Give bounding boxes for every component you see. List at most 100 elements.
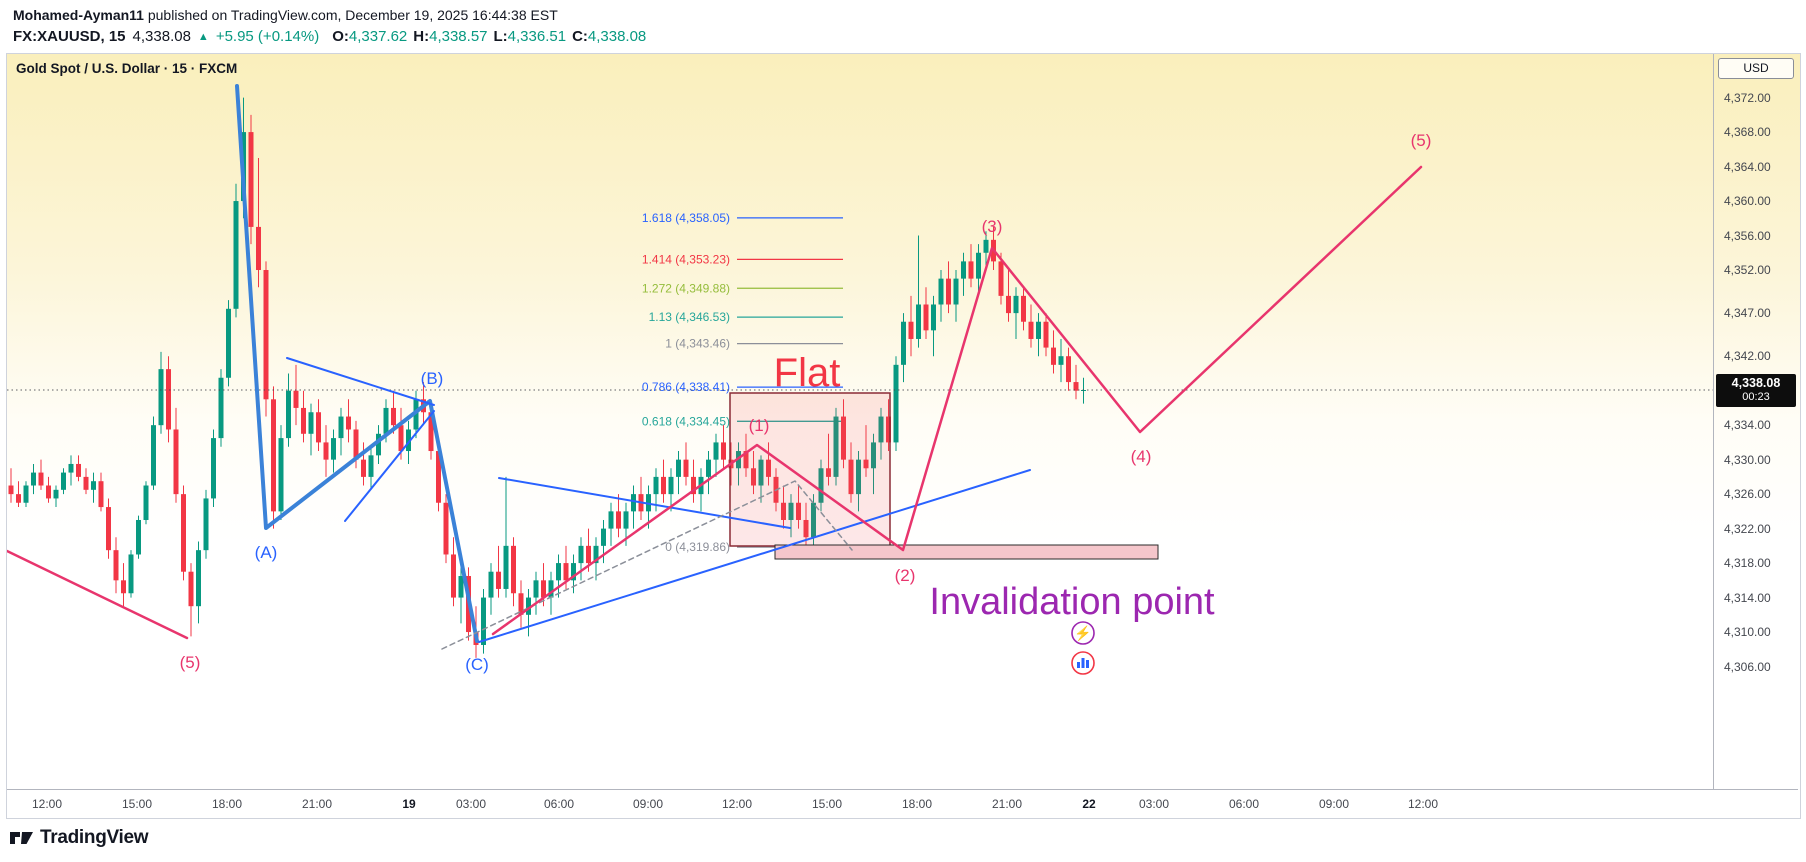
bar-chart-sticker-icon bbox=[1071, 651, 1095, 675]
candle bbox=[233, 183, 239, 318]
brand-name[interactable]: TradingView bbox=[40, 827, 149, 848]
candle bbox=[151, 416, 156, 490]
time-axis-label: 03:00 bbox=[455, 797, 487, 811]
candle bbox=[976, 244, 981, 296]
candle bbox=[128, 550, 134, 598]
candle bbox=[8, 468, 14, 503]
channel-line-upper[interactable] bbox=[498, 477, 791, 529]
flat-label[interactable]: Flat bbox=[774, 351, 841, 395]
wave-label[interactable]: (2) bbox=[895, 566, 916, 585]
candle bbox=[526, 588, 531, 637]
candle bbox=[68, 455, 74, 486]
candle bbox=[998, 252, 1004, 305]
candle bbox=[556, 554, 561, 598]
invalidation-zone[interactable] bbox=[774, 544, 1159, 560]
impulse-line-abc[interactable] bbox=[235, 84, 479, 643]
currency-toggle[interactable]: USD bbox=[1718, 58, 1794, 79]
candle bbox=[496, 545, 501, 598]
wave-label[interactable]: (A) bbox=[255, 543, 278, 562]
lightning-sticker-icon: ⚡ bbox=[1071, 621, 1095, 645]
time-axis-label: 19 bbox=[402, 797, 416, 811]
candle bbox=[961, 252, 966, 296]
candle bbox=[331, 429, 336, 473]
candle bbox=[308, 403, 314, 456]
price-axis-label: 4,330.00 bbox=[1724, 452, 1771, 467]
candle bbox=[346, 399, 351, 443]
fib-level-label: 1 (4,343.46) bbox=[665, 337, 730, 351]
wave-label[interactable]: (5) bbox=[180, 653, 201, 672]
candle bbox=[863, 425, 869, 477]
candle bbox=[301, 390, 306, 443]
wave-label[interactable]: (4) bbox=[1131, 447, 1152, 466]
candle bbox=[481, 588, 486, 654]
candle bbox=[46, 476, 51, 503]
candle bbox=[196, 541, 201, 624]
fib-level-label: 1.13 (4,346.53) bbox=[649, 310, 730, 324]
candle bbox=[1066, 347, 1071, 391]
candle bbox=[1036, 313, 1041, 357]
time-axis-label: 21:00 bbox=[301, 797, 333, 811]
candle bbox=[256, 157, 261, 288]
publish-info: Mohamed-Ayman11 published on TradingView… bbox=[13, 7, 558, 23]
fib-level-label: 0.786 (4,338.41) bbox=[642, 380, 730, 394]
ohlc-value: 4,337.62 bbox=[348, 28, 408, 45]
wave-label[interactable]: (5) bbox=[1411, 131, 1432, 150]
tradingview-logo-icon[interactable] bbox=[10, 827, 34, 849]
dashed-trend-line[interactable] bbox=[441, 480, 853, 650]
time-axis-label: 15:00 bbox=[811, 797, 843, 811]
chart-canvas[interactable]: 1.618 (4,358.05) 1.414 (4,353.23) 1.272 (4… bbox=[7, 54, 1713, 789]
time-axis-label: 12:00 bbox=[721, 797, 753, 811]
invalidation-label[interactable]: Invalidation point bbox=[929, 581, 1215, 623]
candle bbox=[98, 472, 104, 512]
price-axis-label: 4,322.00 bbox=[1724, 521, 1771, 536]
candle bbox=[908, 295, 914, 357]
candle bbox=[391, 390, 396, 434]
candle bbox=[983, 231, 989, 271]
candle bbox=[211, 429, 216, 508]
candle bbox=[218, 369, 224, 447]
last-price-badge: 4,338.08 00:23 bbox=[1716, 374, 1796, 407]
candle bbox=[1058, 338, 1064, 383]
wave-label[interactable]: (3) bbox=[982, 217, 1003, 236]
wave-label[interactable]: (B) bbox=[421, 369, 444, 388]
price-axis-label: 4,306.00 bbox=[1724, 659, 1771, 674]
wave-label[interactable]: (1) bbox=[749, 416, 770, 435]
ohlc-label: O: bbox=[332, 28, 349, 45]
time-axis-label: 12:00 bbox=[31, 797, 63, 811]
candlestick-series bbox=[8, 97, 1086, 658]
chart-plot[interactable]: Gold Spot / U.S. Dollar · 15 · FXCM 1.61… bbox=[7, 54, 1714, 789]
fib-level-label: 0 (4,319.86) bbox=[665, 540, 730, 554]
candle bbox=[871, 433, 876, 495]
triangle-line-upper[interactable] bbox=[286, 357, 435, 406]
wave-projection-line[interactable] bbox=[491, 165, 1423, 636]
candle bbox=[263, 261, 269, 417]
price-axis[interactable]: USD 4,338.08 00:23 4,372.00 4,368.00 4,364… bbox=[1714, 54, 1800, 789]
candle bbox=[323, 425, 329, 477]
candle bbox=[143, 481, 149, 525]
ohlc-values: O:4,337.62 H:4,338.57 L:4,336.51 C:4,338.08 bbox=[326, 28, 646, 45]
candle bbox=[23, 481, 29, 508]
candle bbox=[893, 356, 899, 452]
candle bbox=[1043, 313, 1049, 357]
price-axis-label: 4,352.00 bbox=[1724, 263, 1771, 277]
time-axis-label: 15:00 bbox=[121, 797, 153, 811]
candle bbox=[488, 563, 494, 615]
triangle-line-lower[interactable] bbox=[344, 410, 435, 522]
candle bbox=[1013, 287, 1019, 339]
price-axis-label: 4,314.00 bbox=[1724, 590, 1771, 605]
bear-trend-line[interactable] bbox=[7, 549, 189, 640]
channel-line-lower[interactable] bbox=[478, 469, 1031, 643]
candle bbox=[901, 313, 906, 383]
candle bbox=[931, 295, 936, 357]
ohlc-value: 4,338.57 bbox=[429, 28, 488, 45]
candle bbox=[188, 563, 194, 637]
ohlc-value: 4,338.08 bbox=[587, 28, 647, 45]
candle bbox=[923, 287, 929, 339]
time-axis[interactable]: 12:00 15:00 18:00 21:00 19 03:00 06:00 09:00 12:… bbox=[7, 789, 1798, 818]
time-axis-label: 03:00 bbox=[1138, 797, 1170, 811]
candle bbox=[136, 515, 141, 559]
fib-retracement[interactable]: 1.618 (4,358.05) 1.414 (4,353.23) 1.272 (4… bbox=[642, 211, 843, 554]
candle bbox=[953, 270, 959, 322]
candle bbox=[796, 485, 801, 529]
wave-label[interactable]: (C) bbox=[465, 655, 489, 674]
